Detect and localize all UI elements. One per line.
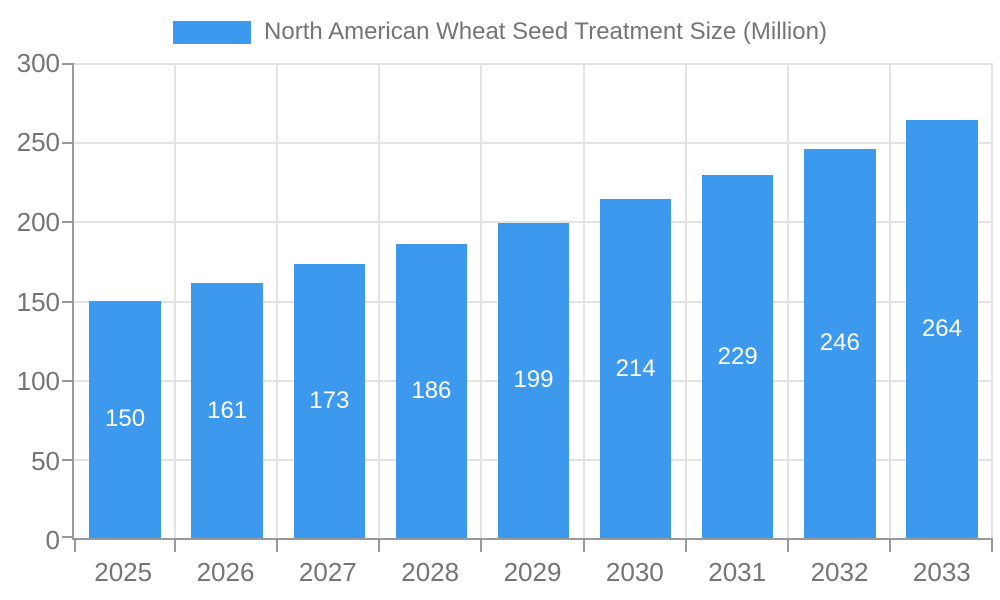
y-axis-label: 100 bbox=[16, 365, 60, 396]
x-axis-label: 2027 bbox=[298, 557, 357, 587]
x-axis-tick bbox=[276, 540, 279, 552]
x-axis-label: 2031 bbox=[708, 557, 767, 587]
y-axis-label: 250 bbox=[16, 127, 60, 158]
gridline-vertical bbox=[888, 63, 891, 538]
y-axis-label: 300 bbox=[16, 48, 60, 78]
gridline-vertical bbox=[480, 63, 483, 538]
x-axis-tick bbox=[786, 540, 789, 552]
x-axis-tick bbox=[888, 540, 891, 552]
x-axis-label: 2028 bbox=[401, 557, 460, 587]
x-axis-label: 2029 bbox=[503, 557, 562, 587]
y-axis-label: 200 bbox=[16, 206, 60, 237]
bar-value-label: 246 bbox=[819, 329, 860, 357]
bar-2025[interactable]: 150 bbox=[89, 300, 161, 538]
gridline-vertical bbox=[991, 63, 993, 538]
gridline-vertical bbox=[684, 63, 687, 538]
bar-2033[interactable]: 264 bbox=[906, 120, 978, 538]
gridline-vertical bbox=[582, 63, 585, 538]
bar-value-label: 186 bbox=[411, 376, 452, 404]
x-axis-tick bbox=[480, 540, 483, 552]
bar-2031[interactable]: 229 bbox=[701, 175, 774, 538]
legend-label: North American Wheat Seed Treatment Size… bbox=[264, 18, 827, 45]
bar-2027[interactable]: 173 bbox=[293, 264, 365, 538]
gridline-horizontal bbox=[74, 142, 993, 145]
y-axis-tick bbox=[62, 142, 72, 145]
y-axis-tick bbox=[62, 379, 72, 382]
y-axis-tick bbox=[62, 63, 72, 65]
plot-area: 150 161 173 186 199 214 229 246 264 bbox=[62, 63, 993, 552]
x-axis-labels: 2025 2026 2027 2028 2029 2030 2031 2032 2033 bbox=[72, 558, 993, 590]
y-axis-tick bbox=[62, 536, 72, 538]
x-axis-label: 2033 bbox=[912, 557, 971, 587]
gridline-vertical bbox=[786, 63, 789, 538]
gridline-horizontal bbox=[74, 221, 993, 224]
bar-2026[interactable]: 161 bbox=[191, 283, 263, 538]
y-axis-tick bbox=[62, 221, 72, 224]
legend-swatch-icon bbox=[173, 20, 252, 44]
gridline-vertical bbox=[378, 63, 381, 538]
x-axis-tick bbox=[74, 540, 76, 552]
bar-value-label: 264 bbox=[921, 315, 962, 342]
bar-2029[interactable]: 199 bbox=[497, 222, 570, 538]
bar-2032[interactable]: 246 bbox=[804, 148, 876, 538]
gridline-horizontal bbox=[74, 63, 993, 65]
bar-2028[interactable]: 186 bbox=[395, 243, 468, 538]
x-axis-tick bbox=[582, 540, 585, 552]
y-axis-label: 150 bbox=[16, 286, 60, 317]
legend[interactable]: North American Wheat Seed Treatment Size… bbox=[0, 16, 1000, 48]
x-axis-tick bbox=[174, 540, 177, 552]
gridline-vertical bbox=[174, 63, 177, 538]
y-axis-tick bbox=[62, 300, 72, 303]
x-axis-label: 2032 bbox=[810, 557, 869, 587]
x-axis-tick bbox=[378, 540, 381, 552]
y-axis-labels: 0 50 100 150 200 250 300 bbox=[0, 50, 60, 553]
x-axis-tick bbox=[991, 540, 993, 552]
bar-value-label: 150 bbox=[105, 405, 146, 433]
y-axis-label: 0 bbox=[45, 525, 60, 555]
x-axis-label: 2030 bbox=[605, 557, 664, 587]
bar-value-label: 173 bbox=[309, 387, 350, 415]
y-axis-label: 50 bbox=[31, 445, 60, 476]
bar-value-label: 199 bbox=[513, 366, 554, 394]
bar-2030[interactable]: 214 bbox=[599, 199, 672, 538]
bar-value-label: 214 bbox=[615, 354, 656, 382]
x-axis-tick bbox=[684, 540, 687, 552]
x-axis-label: 2025 bbox=[94, 557, 153, 587]
bar-value-label: 161 bbox=[207, 396, 248, 424]
x-axis-label: 2026 bbox=[196, 557, 255, 587]
y-axis-tick bbox=[62, 458, 72, 461]
bar-value-label: 229 bbox=[717, 342, 758, 370]
gridline-vertical bbox=[276, 63, 279, 538]
